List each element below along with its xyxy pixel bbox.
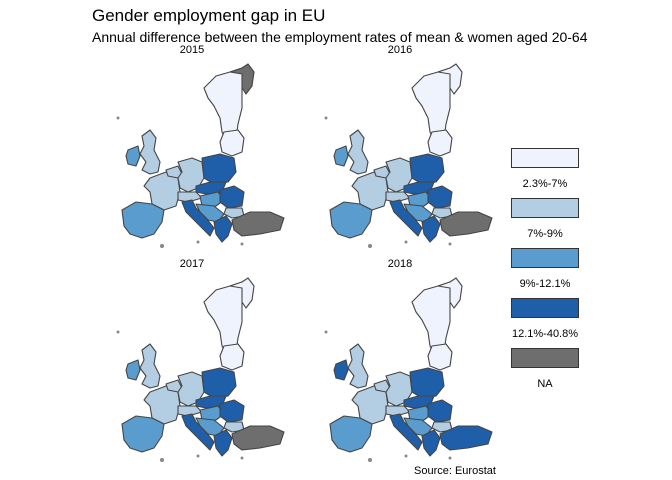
legend-label: NA [537, 378, 553, 390]
map-panel-4: 2018 [300, 258, 500, 463]
region-alps [385, 191, 411, 203]
region-germany [385, 371, 413, 407]
region-baltic [219, 343, 245, 371]
region-iberia [329, 415, 373, 453]
chart-title: Gender employment gap in EU [92, 6, 326, 25]
source-note: Source: Eurostat [414, 465, 496, 477]
region-norway [229, 277, 255, 309]
legend-swatch [511, 248, 579, 268]
region-ireland [333, 359, 349, 381]
panel-year-label: 2016 [387, 44, 413, 56]
region-turkey [439, 425, 493, 451]
region-greece [421, 215, 441, 243]
region-alps [385, 405, 411, 417]
region-poland [409, 153, 445, 185]
region-ireland [125, 359, 141, 381]
region-britain [347, 129, 369, 175]
region-baltic [427, 129, 453, 157]
region-norway [437, 63, 463, 95]
island-dot [324, 330, 328, 334]
panel-year-label: 2015 [179, 44, 205, 56]
region-baltic [219, 129, 245, 157]
region-iberia [121, 201, 165, 239]
map-panel-2: 2016 [300, 44, 500, 249]
region-iberia [329, 201, 373, 239]
region-italy [389, 413, 423, 451]
region-romania [427, 399, 453, 423]
region-britain [139, 129, 161, 175]
region-britain [347, 343, 369, 389]
europe-map [116, 277, 285, 462]
island-dot [404, 240, 408, 244]
legend-label: 9%-12.1% [519, 278, 571, 290]
legend-label: 7%-9% [527, 228, 563, 240]
region-italy [181, 413, 215, 451]
island-dot [196, 240, 200, 244]
island-dot [448, 242, 452, 246]
region-ireland [333, 145, 349, 167]
island-dot [116, 330, 120, 334]
island-dot [324, 116, 328, 120]
region-germany [177, 371, 205, 407]
region-alps [177, 191, 203, 203]
region-greece [213, 215, 233, 243]
region-britain [139, 343, 161, 389]
region-turkey [231, 425, 285, 451]
europe-map [324, 277, 493, 462]
island-dot [196, 454, 200, 458]
island-dot [160, 458, 164, 462]
region-norway [437, 277, 463, 309]
region-turkey [231, 211, 285, 237]
legend-swatch [511, 348, 579, 368]
region-ireland [125, 145, 141, 167]
region-poland [201, 153, 237, 185]
island-dot [240, 242, 244, 246]
region-italy [389, 199, 423, 237]
region-poland [201, 367, 237, 399]
legend-label: 12.1%-40.8% [511, 328, 579, 340]
region-poland [409, 367, 445, 399]
region-italy [181, 199, 215, 237]
island-dot [368, 244, 372, 248]
island-dot [404, 454, 408, 458]
map-panel-3: 2017 [92, 258, 292, 463]
europe-map [116, 63, 285, 248]
region-turkey [439, 211, 493, 237]
region-greece [421, 429, 441, 457]
europe-map [324, 63, 493, 248]
chart-subtitle: Annual difference between the employment… [92, 29, 588, 45]
region-norway [229, 63, 255, 95]
region-baltic [427, 343, 453, 371]
legend-label: 2.3%-7% [522, 178, 568, 190]
island-dot [160, 244, 164, 248]
region-germany [385, 157, 413, 193]
legend-swatch [511, 198, 579, 218]
map-panel-1: 2015 [92, 44, 292, 249]
region-germany [177, 157, 205, 193]
legend-swatch [511, 298, 579, 318]
region-iberia [121, 415, 165, 453]
panel-year-label: 2017 [179, 258, 205, 270]
region-romania [219, 399, 245, 423]
region-alps [177, 405, 203, 417]
island-dot [116, 116, 120, 120]
panel-year-label: 2018 [387, 258, 413, 270]
region-romania [427, 185, 453, 209]
island-dot [448, 456, 452, 460]
region-romania [219, 185, 245, 209]
island-dot [368, 458, 372, 462]
island-dot [240, 456, 244, 460]
region-greece [213, 429, 233, 457]
legend-swatch [511, 148, 579, 168]
